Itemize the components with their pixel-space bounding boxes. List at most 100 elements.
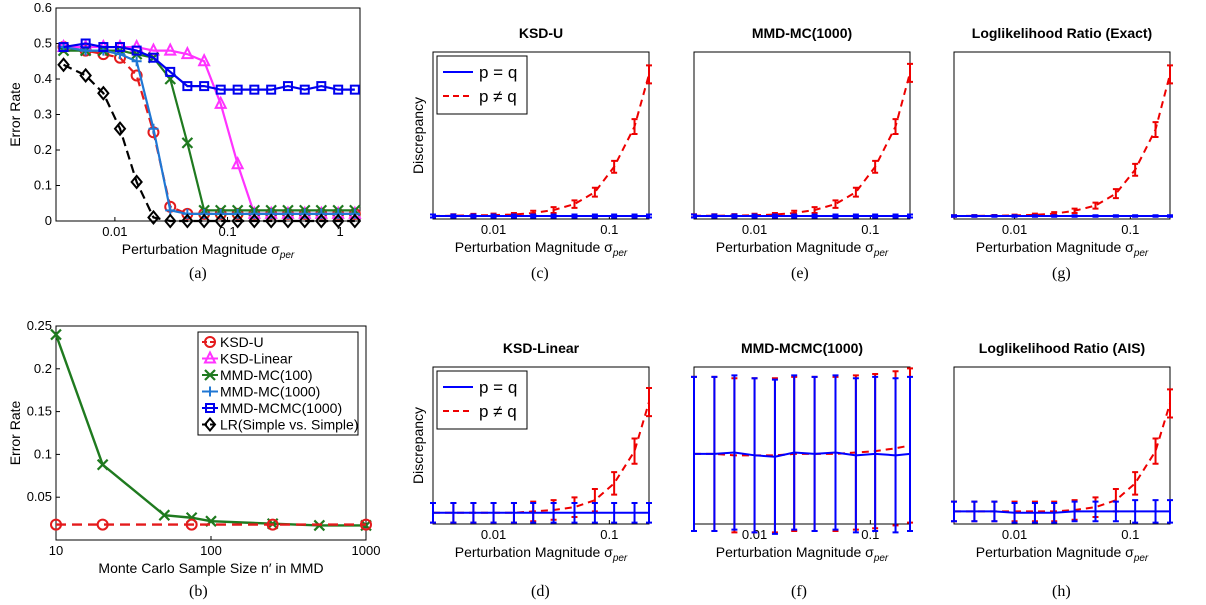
y-tick-label-a: 0.3: [34, 107, 52, 122]
axes-frame-a: [55, 7, 361, 222]
legend-label-eq: p = q: [479, 63, 517, 82]
x-tick-label-h: 0.01: [1002, 527, 1027, 542]
series-eq-d: [430, 501, 652, 524]
series-lr-a: [57, 57, 362, 229]
error-bar-neq: [852, 186, 859, 198]
error-bar-eq: [711, 375, 718, 533]
data-point-lr: [97, 85, 110, 101]
y-tick-label-b: 0.1: [34, 446, 52, 461]
legend-entry-eq-d: p = q: [443, 378, 517, 397]
legend-label-mmd_mc1000: MMD-MC(1000): [220, 384, 320, 400]
error-bar-eq: [1011, 501, 1018, 524]
data-point-mmd_mcmc1000: [333, 84, 344, 95]
data-point-lr: [314, 213, 328, 229]
data-point-lr: [113, 121, 127, 137]
error-bar-neq: [1092, 201, 1099, 210]
legend-label-eq: p = q: [479, 378, 517, 397]
error-bar-neq: [1152, 437, 1159, 465]
data-point-mmd_mcmc1000: [282, 81, 293, 92]
data-point-lr: [298, 213, 312, 229]
error-bar-eq: [951, 214, 957, 218]
error-bar-neq: [832, 199, 839, 209]
legend-marker: [205, 386, 215, 397]
data-point-ksd_u: [185, 518, 198, 531]
series-mmd_mcmc1000-a: [58, 38, 360, 95]
error-bar-eq: [430, 213, 436, 219]
x-tick-label-d: 0.1: [600, 527, 618, 542]
data-point-lr: [231, 213, 244, 229]
error-bar-eq: [591, 501, 598, 524]
caption-c: (c): [531, 265, 549, 282]
data-point-mmd_mcmc1000: [215, 84, 226, 95]
y-tick-label-b: 0.25: [27, 318, 52, 333]
chart-title-e: MMD-MC(1000): [752, 25, 852, 41]
x-axis-label-b: Monte Carlo Sample Size n′ in MMD: [98, 560, 323, 576]
error-bar-eq: [1167, 499, 1173, 524]
y-tick-label-a: 0: [45, 213, 52, 228]
data-point-mmd_mcmc1000: [249, 84, 260, 95]
error-bar-eq: [832, 374, 839, 531]
data-point-mmd_mcmc1000: [349, 84, 360, 95]
error-bar-eq: [470, 213, 477, 219]
x-axis-label-d: Perturbation Magnitude σper: [455, 544, 628, 564]
series-eq-c: [430, 213, 652, 219]
data-point-mmd_mcmc1000: [299, 84, 310, 95]
data-point-ksd_linear: [231, 155, 245, 170]
data-point-mmd_mcmc1000: [232, 84, 243, 95]
legend-entry-mmd_mcmc1000: MMD-MCMC(1000): [202, 400, 342, 416]
x-tick-label-a: 0.1: [218, 224, 236, 239]
series-neq-e: [691, 62, 913, 219]
error-bar-eq: [1112, 214, 1119, 218]
legend-label-neq: p ≠ q: [479, 87, 517, 106]
series-line-mmd_mcmc1000: [63, 42, 355, 91]
data-point-lr: [214, 213, 228, 229]
error-bar-eq: [1152, 214, 1159, 218]
x-axis-label-f: Perturbation Magnitude σper: [716, 544, 889, 564]
caption-d: (d): [531, 583, 550, 600]
error-bar-eq: [631, 501, 638, 524]
legend-marker: [203, 416, 217, 433]
series-eq-h: [951, 499, 1173, 524]
series-neq-f: [691, 367, 913, 534]
series-line-lr: [63, 63, 355, 223]
legend-marker: [203, 350, 217, 364]
error-bar-neq: [646, 387, 652, 418]
data-point-mmd_mc100: [181, 137, 194, 149]
series-line-neq: [953, 74, 1171, 218]
error-bar-eq: [571, 501, 578, 524]
x-axis-label-h: Perturbation Magnitude σper: [976, 544, 1149, 564]
caption-b: (b): [189, 583, 208, 600]
axes-frame-h: [953, 366, 1171, 525]
error-bar-eq: [510, 501, 517, 524]
x-tick-label-e: 0.1: [861, 222, 879, 237]
series-line-ksd_linear: [63, 45, 355, 215]
error-bar-eq: [811, 213, 818, 219]
error-bar-eq: [711, 213, 718, 219]
error-bar-eq: [892, 377, 899, 534]
error-bar-eq: [646, 501, 652, 524]
error-bar-eq: [530, 501, 537, 524]
series-ksd_linear-a: [56, 38, 362, 219]
error-bar-eq: [1011, 214, 1018, 218]
x-tick-label-g: 0.01: [1002, 222, 1027, 237]
error-bar-eq: [591, 213, 598, 219]
caption-a: (a): [189, 265, 207, 282]
data-point-mmd_mcmc1000: [165, 66, 176, 77]
data-point-mmd_mcmc1000: [199, 81, 210, 92]
legend-marker: [204, 336, 216, 348]
x-tick-label-g: 0.1: [1121, 222, 1139, 237]
error-bar-eq: [1092, 214, 1099, 218]
series-eq-g: [951, 214, 1173, 218]
error-bar-eq: [490, 501, 497, 524]
legend-marker: [205, 403, 215, 413]
x-axis-label-g: Perturbation Magnitude σper: [976, 239, 1149, 259]
error-bar-eq: [872, 375, 879, 533]
error-bar-eq: [1152, 499, 1159, 524]
y-tick-label-b: 0.2: [34, 361, 52, 376]
error-bar-eq: [1112, 500, 1119, 523]
error-bar-eq: [971, 500, 978, 523]
error-bar-eq: [490, 213, 497, 219]
error-bar-neq: [1112, 188, 1119, 200]
error-bar-eq: [907, 375, 913, 533]
data-point-mmd_mc1000: [131, 56, 142, 67]
